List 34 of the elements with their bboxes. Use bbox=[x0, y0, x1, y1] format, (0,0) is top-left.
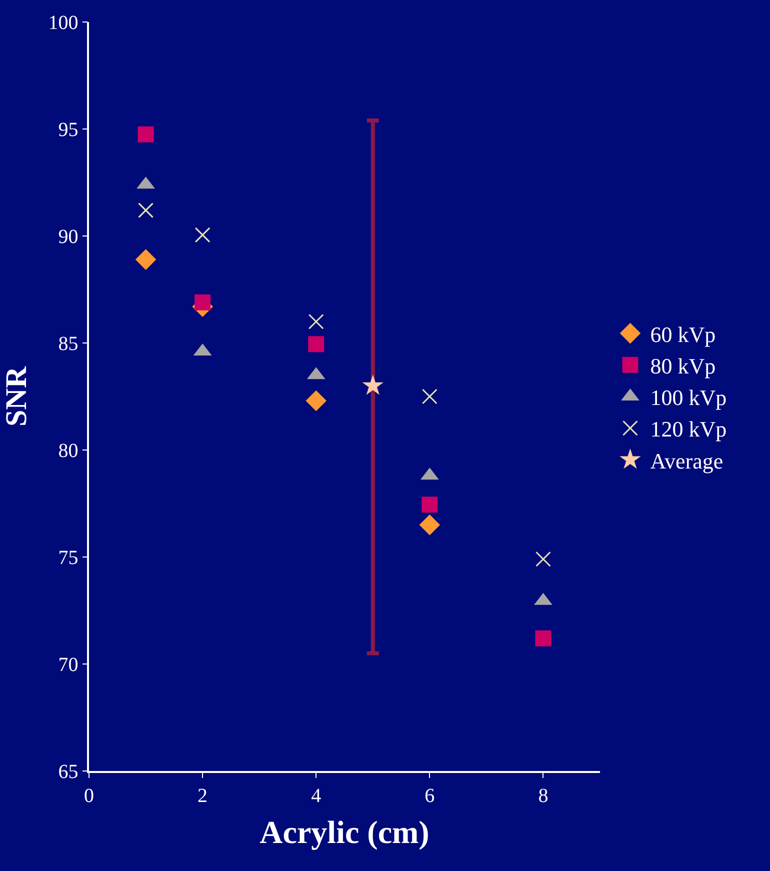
legend-label: 80 kVp bbox=[650, 353, 716, 378]
y-tick-label: 75 bbox=[58, 547, 78, 569]
point bbox=[535, 630, 552, 646]
y-tick-label: 65 bbox=[58, 761, 78, 783]
point bbox=[138, 202, 154, 218]
y-tick-label: 95 bbox=[58, 119, 78, 141]
legend-label: Average bbox=[650, 448, 724, 474]
legend-label: 60 kVp bbox=[650, 322, 716, 347]
point bbox=[422, 496, 438, 513]
point bbox=[535, 551, 551, 567]
y-tick-label: 70 bbox=[58, 654, 78, 676]
point bbox=[194, 227, 210, 243]
x-tick-label: 4 bbox=[311, 784, 322, 807]
point bbox=[308, 314, 324, 330]
y-tick-label: 100 bbox=[48, 12, 78, 34]
x-axis-title: Acrylic (cm) bbox=[260, 814, 430, 850]
point bbox=[362, 374, 384, 395]
point bbox=[135, 249, 156, 270]
point bbox=[419, 514, 440, 536]
point bbox=[194, 294, 211, 310]
y-tick-label: 80 bbox=[58, 440, 78, 462]
y-tick-label: 90 bbox=[58, 226, 78, 248]
x-tick-label: 2 bbox=[198, 784, 208, 807]
point bbox=[308, 336, 324, 352]
point bbox=[306, 390, 327, 412]
x-tick-label: 8 bbox=[538, 784, 548, 807]
point bbox=[422, 388, 438, 404]
y-axis-title: SNR bbox=[0, 366, 33, 427]
x-tick-label: 6 bbox=[424, 784, 435, 807]
legend-label: 100 kVp bbox=[650, 385, 727, 410]
y-tick-label: 85 bbox=[58, 333, 78, 355]
legend-label: 120 kVp bbox=[650, 416, 727, 442]
x-tick-label: 0 bbox=[84, 784, 94, 807]
point bbox=[138, 126, 154, 142]
